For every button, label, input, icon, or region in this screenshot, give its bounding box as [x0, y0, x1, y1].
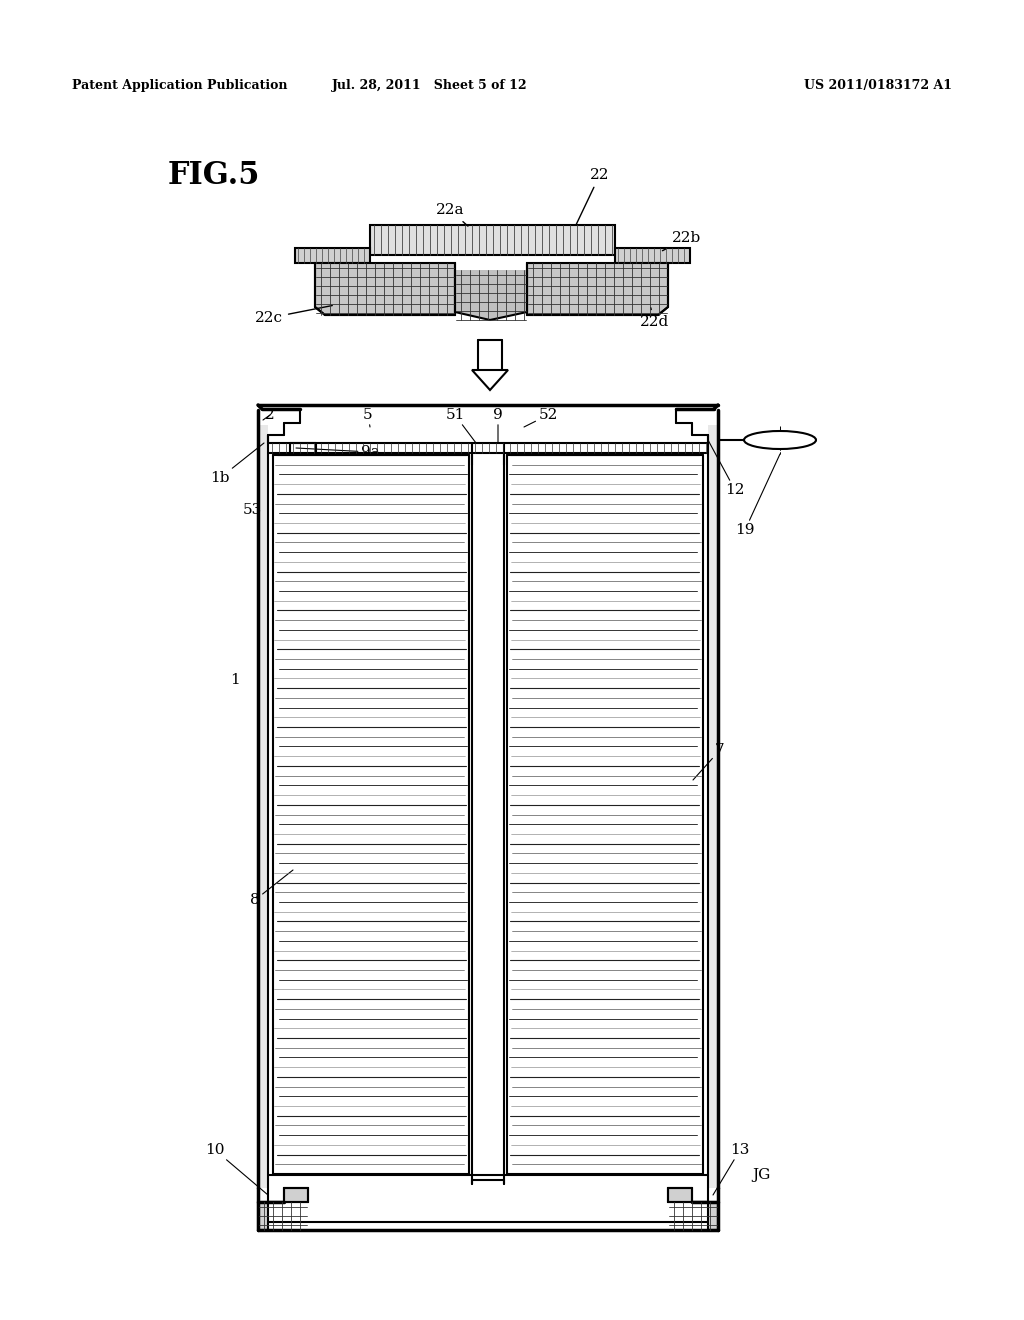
Polygon shape	[472, 370, 508, 389]
Text: 10: 10	[205, 1143, 268, 1195]
Text: 19: 19	[735, 454, 780, 537]
Text: 22c: 22c	[255, 305, 332, 325]
Text: 22d: 22d	[640, 308, 670, 329]
Text: 52: 52	[524, 408, 558, 426]
Text: JG: JG	[752, 1168, 770, 1181]
Polygon shape	[370, 224, 615, 255]
Polygon shape	[527, 263, 668, 315]
Text: 1b: 1b	[210, 444, 264, 484]
Text: 7: 7	[693, 743, 725, 780]
Polygon shape	[273, 455, 469, 1173]
Text: FIG.5: FIG.5	[168, 160, 260, 191]
Text: 53: 53	[243, 503, 261, 517]
Polygon shape	[258, 425, 268, 1188]
Text: 1: 1	[230, 673, 240, 686]
Text: 2: 2	[263, 408, 274, 422]
Text: 22a: 22a	[436, 203, 468, 226]
Text: 9a: 9a	[296, 445, 379, 459]
Polygon shape	[258, 1188, 308, 1230]
Polygon shape	[668, 1188, 718, 1230]
Text: US 2011/0183172 A1: US 2011/0183172 A1	[804, 78, 952, 91]
Text: 9: 9	[494, 408, 503, 444]
Text: 51: 51	[445, 408, 476, 444]
Polygon shape	[315, 263, 455, 315]
Polygon shape	[295, 248, 370, 263]
Text: Patent Application Publication: Patent Application Publication	[72, 78, 288, 91]
Text: 5: 5	[364, 408, 373, 426]
Text: Jul. 28, 2011   Sheet 5 of 12: Jul. 28, 2011 Sheet 5 of 12	[332, 78, 527, 91]
Ellipse shape	[744, 432, 816, 449]
Text: 22b: 22b	[663, 231, 701, 251]
Text: 22: 22	[577, 168, 609, 224]
Polygon shape	[615, 248, 690, 263]
Polygon shape	[708, 425, 718, 1188]
Polygon shape	[507, 455, 703, 1173]
Text: 13: 13	[713, 1143, 750, 1195]
Text: 12: 12	[708, 440, 744, 498]
Text: 8: 8	[250, 870, 293, 907]
